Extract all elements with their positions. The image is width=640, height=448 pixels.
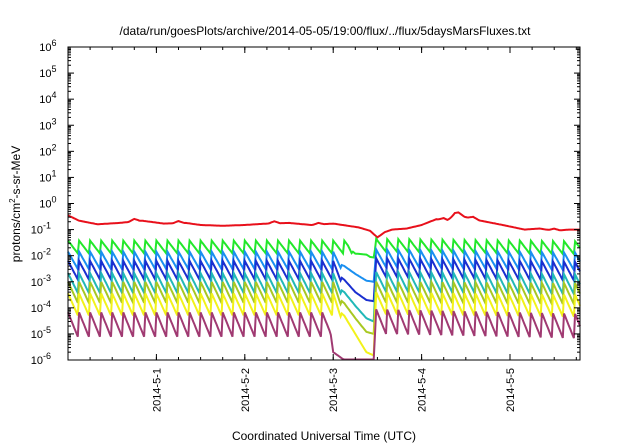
x-tick-label: 2014-5-2 [240, 368, 252, 412]
y-tick-label: 10-6 [31, 351, 51, 367]
chart-title: /data/run/goesPlots/archive/2014-05-05/1… [120, 24, 532, 38]
x-axis-title: Coordinated Universal Time (UTC) [232, 429, 416, 443]
y-tick-label: 101 [39, 168, 56, 184]
x-tick-label: 2014-5-1 [151, 368, 163, 412]
y-tick-label: 106 [39, 38, 56, 54]
y-axis-title-sup: 2 [8, 198, 17, 203]
series-line-8 [67, 308, 581, 361]
y-axis-title: protons/cm2-s-sr-MeV [8, 146, 23, 262]
y-axis-title-prefix: protons/cm [9, 203, 23, 262]
x-tick-label: 2014-5-5 [505, 368, 517, 412]
series-layer [67, 211, 581, 361]
series-line-5 [67, 268, 581, 324]
x-axis: 2014-5-1 2014-5-2 2014-5-3 2014-5-4 2014-5-5 [67, 47, 577, 412]
y-tick-label: 104 [39, 90, 56, 106]
y-tick-label: 100 [39, 195, 56, 211]
series-line-7 [67, 291, 581, 357]
y-tick-label: 10-2 [31, 247, 51, 263]
y-tick-label: 105 [39, 64, 56, 80]
y-tick-label: 10-1 [31, 221, 51, 237]
y-tick-label: 10-5 [31, 325, 51, 341]
x-tick-label: 2014-5-4 [417, 368, 429, 412]
series-line-3 [67, 246, 581, 283]
y-tick-label: 10-3 [31, 273, 51, 289]
series-line-1 [67, 211, 580, 239]
series-line-6 [67, 277, 581, 336]
x-tick-label: 2014-5-3 [328, 368, 340, 412]
y-tick-label: 10-4 [31, 299, 51, 315]
y-tick-label: 102 [39, 142, 56, 158]
y-axis: 10-6 10-5 10-4 10-3 10-2 10-1 100 101 102 103 104 1… [31, 38, 580, 367]
series-line-4 [67, 254, 581, 303]
y-tick-label: 103 [39, 116, 56, 132]
y-axis-title-suffix: -s-sr-MeV [9, 146, 23, 199]
series-line-2 [67, 236, 581, 259]
